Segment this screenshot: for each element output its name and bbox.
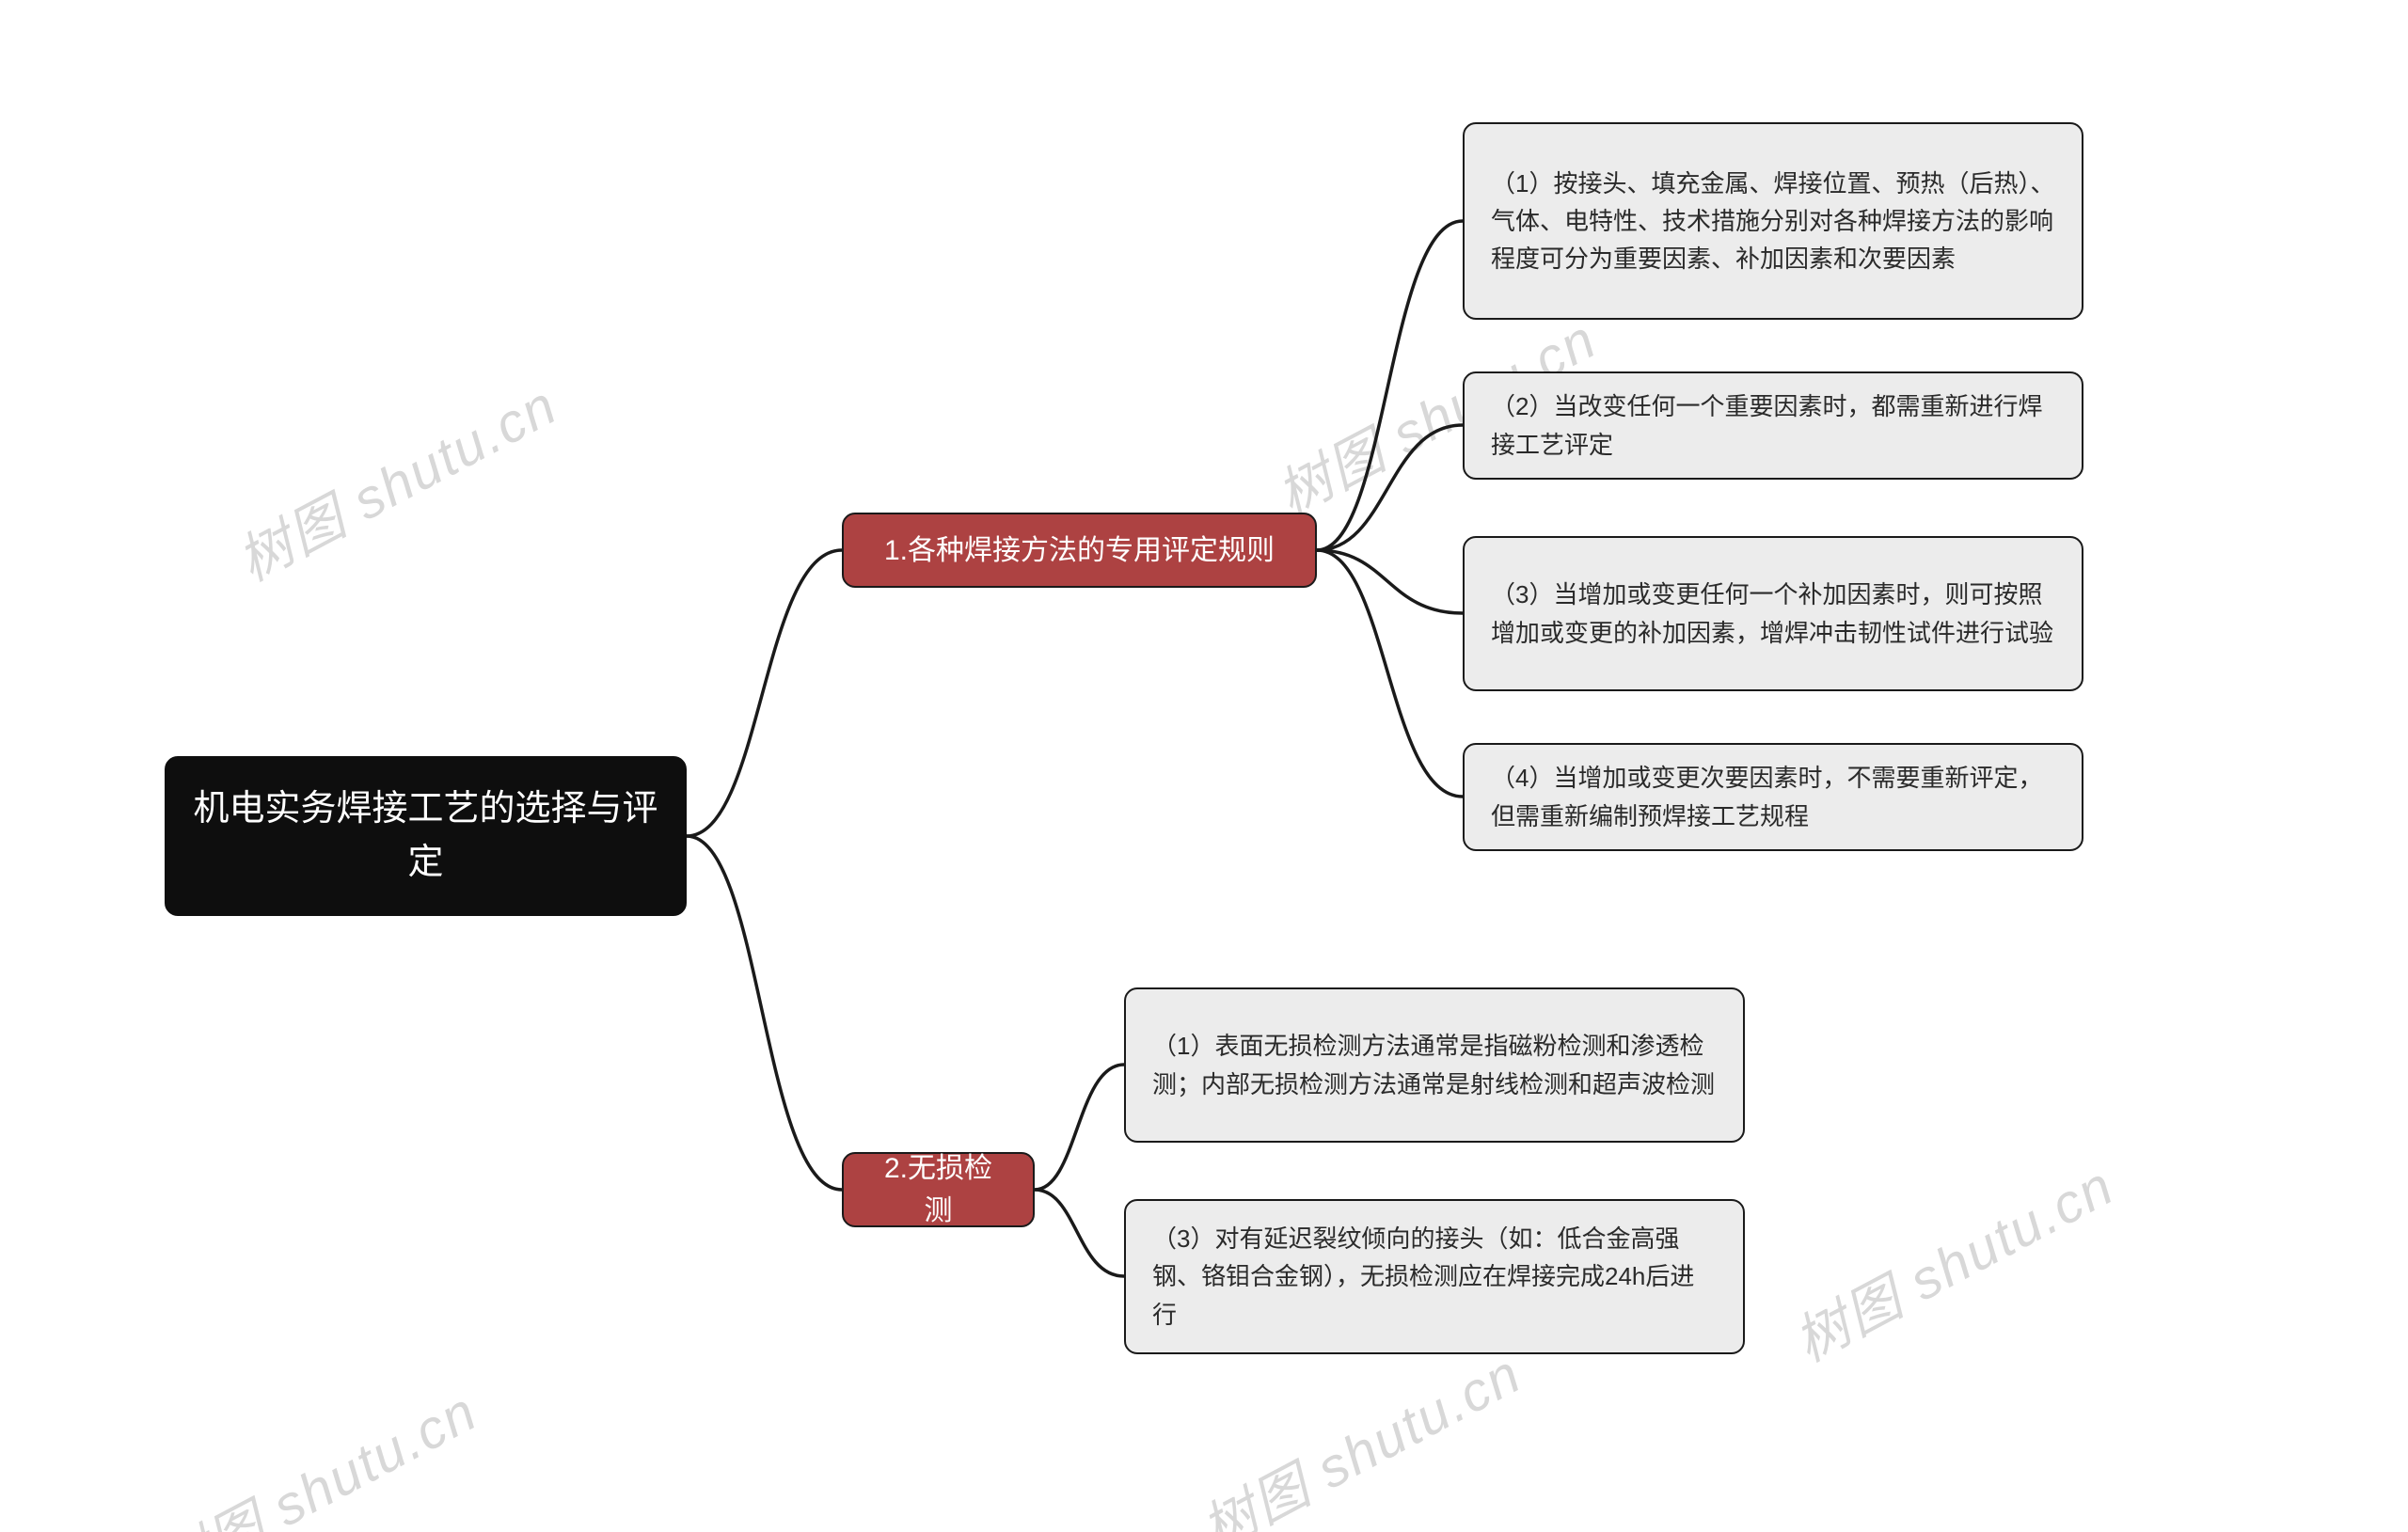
- root-node: 机电实务焊接工艺的选择与评定: [165, 756, 687, 916]
- branch-node-1: 1.各种焊接方法的专用评定规则: [842, 513, 1317, 588]
- branch-label: 2.无损检测: [870, 1147, 1006, 1232]
- watermark: 树图 shutu.cn: [1186, 1331, 1533, 1532]
- leaf-label: （1）按接头、填充金属、焊接位置、预热（后热）、气体、电特性、技术措施分别对各种…: [1491, 165, 2055, 278]
- leaf-node-2-1: （1）表面无损检测方法通常是指磁粉检测和渗透检测；内部无损检测方法通常是射线检测…: [1124, 987, 1745, 1143]
- leaf-label: （2）当改变任何一个重要因素时，都需重新进行焊接工艺评定: [1491, 387, 2055, 464]
- watermark: 树图 shutu.cn: [222, 362, 569, 596]
- branch-node-2: 2.无损检测: [842, 1152, 1035, 1227]
- leaf-label: （3）对有延迟裂纹倾向的接头（如：低合金高强钢、铬钼合金钢），无损检测应在焊接完…: [1152, 1220, 1717, 1334]
- leaf-node-1-3: （3）当增加或变更任何一个补加因素时，则可按照增加或变更的补加因素，增焊冲击韧性…: [1463, 536, 2083, 691]
- leaf-node-1-1: （1）按接头、填充金属、焊接位置、预热（后热）、气体、电特性、技术措施分别对各种…: [1463, 122, 2083, 320]
- leaf-node-1-4: （4）当增加或变更次要因素时，不需要重新评定，但需重新编制预焊接工艺规程: [1463, 743, 2083, 851]
- leaf-label: （4）当增加或变更次要因素时，不需要重新评定，但需重新编制预焊接工艺规程: [1491, 759, 2055, 835]
- watermark: 树图 shutu.cn: [1779, 1143, 2126, 1377]
- watermark: 树图 shutu.cn: [142, 1368, 489, 1532]
- leaf-node-2-2: （3）对有延迟裂纹倾向的接头（如：低合金高强钢、铬钼合金钢），无损检测应在焊接完…: [1124, 1199, 1745, 1354]
- leaf-label: （1）表面无损检测方法通常是指磁粉检测和渗透检测；内部无损检测方法通常是射线检测…: [1152, 1027, 1717, 1103]
- root-label: 机电实务焊接工艺的选择与评定: [193, 782, 658, 890]
- leaf-label: （3）当增加或变更任何一个补加因素时，则可按照增加或变更的补加因素，增焊冲击韧性…: [1491, 576, 2055, 652]
- branch-label: 1.各种焊接方法的专用评定规则: [884, 529, 1275, 572]
- leaf-node-1-2: （2）当改变任何一个重要因素时，都需重新进行焊接工艺评定: [1463, 371, 2083, 480]
